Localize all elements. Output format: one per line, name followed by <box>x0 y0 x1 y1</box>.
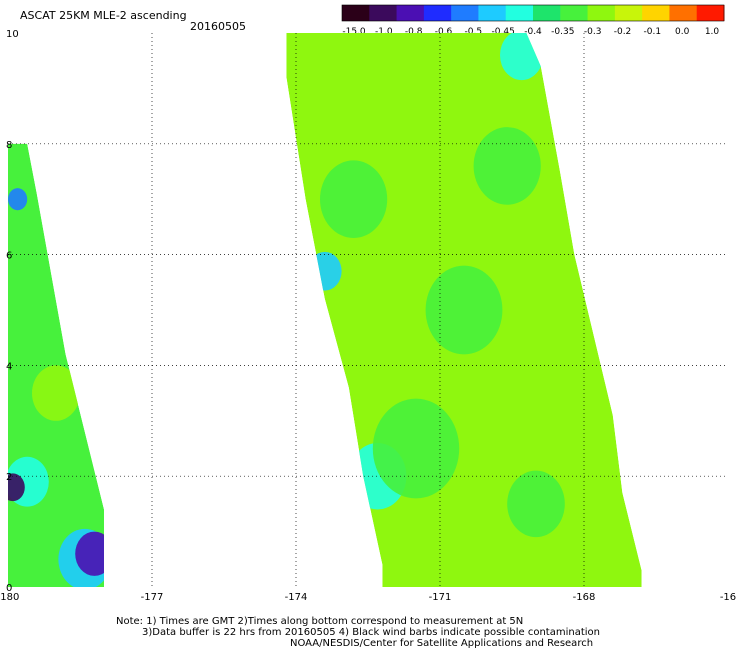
x-tick-label: -171 <box>429 592 452 600</box>
colorbar-swatch <box>478 5 507 21</box>
x-tick-label: -180 <box>0 592 19 600</box>
colorbar-swatch <box>369 5 398 21</box>
wind-cell <box>8 188 28 211</box>
colorbar-swatch <box>396 5 425 21</box>
colorbar-swatch <box>642 5 670 21</box>
colorbar-label: -0.3 <box>584 27 602 37</box>
wind-swaths <box>8 33 642 587</box>
colorbar-swatch <box>505 5 534 21</box>
colorbar-swatches <box>341 4 725 22</box>
colorbar-swatch <box>614 5 643 21</box>
east-swath <box>286 33 642 587</box>
note-line-3: NOAA/NESDIS/Center for Satellite Applica… <box>290 638 594 649</box>
wind-cell <box>320 160 388 238</box>
y-tick-label: 6 <box>6 251 12 262</box>
lat-lon-grid <box>8 33 728 587</box>
x-tick-label: -177 <box>141 592 164 600</box>
y-tick-label: 8 <box>6 140 12 151</box>
west-swath <box>8 143 104 587</box>
wind-cell <box>372 398 460 499</box>
wind-cell <box>308 251 342 291</box>
x-tick-label: -16 <box>720 592 736 600</box>
colorbar-swatch <box>342 5 370 21</box>
colorbar-label: -1.0 <box>375 27 393 37</box>
footnotes: Note: 1) Times are GMT 2)Times along bot… <box>0 612 740 650</box>
colorbar-label: -0.5 <box>465 27 483 37</box>
colorbar-label: -0.8 <box>405 27 423 37</box>
x-tick-label: -174 <box>285 592 308 600</box>
note-line-2: 3)Data buffer is 22 hrs from 20160505 4)… <box>142 627 600 638</box>
wind-cell <box>507 470 565 538</box>
note-line-1: Note: 1) Times are GMT 2)Times along bot… <box>116 616 524 627</box>
y-tick-label: 0 <box>6 583 12 594</box>
colorbar-labels: -15.0 -1.0 -0.8 -0.6 -0.5 -0.45 -0.4 -0.35 -0.3 -… <box>342 27 719 37</box>
map-date: 20160505 <box>190 20 246 33</box>
x-tick-label: -168 <box>573 592 596 600</box>
wind-cell <box>8 473 25 502</box>
wind-cell <box>473 127 541 205</box>
colorbar-swatch <box>423 5 452 21</box>
colorbar-swatch <box>560 5 589 21</box>
axis-ticks: -180 -177 -174 -171 -168 -16 10 8 6 4 2 0 <box>0 29 736 600</box>
y-tick-label: 4 <box>6 361 12 372</box>
colorbar-label: -0.2 <box>614 27 632 37</box>
colorbar-swatch <box>533 5 561 21</box>
colorbar-label: -15.0 <box>342 27 366 37</box>
colorbar-label: -0.1 <box>644 27 662 37</box>
colorbar: -15.0 -1.0 -0.8 -0.6 -0.5 -0.45 -0.4 -0.35 -0.3 -… <box>341 4 725 37</box>
colorbar-swatch <box>669 5 698 21</box>
y-tick-label: 10 <box>6 29 19 40</box>
wind-cell <box>499 33 544 81</box>
colorbar-label: -0.45 <box>492 27 515 37</box>
colorbar-label: -0.6 <box>435 27 453 37</box>
colorbar-label: 1.0 <box>705 27 720 37</box>
colorbar-label: -0.4 <box>524 27 542 37</box>
colorbar-border <box>341 4 725 22</box>
colorbar-swatch <box>587 5 616 21</box>
colorbar-label: 0.0 <box>675 27 690 37</box>
wind-cell <box>75 531 104 576</box>
y-tick-label: 2 <box>6 472 12 483</box>
wind-cell <box>425 265 503 355</box>
map-title: ASCAT 25KM MLE-2 ascending <box>20 9 187 22</box>
wind-cell <box>32 365 80 421</box>
colorbar-label: -0.35 <box>551 27 574 37</box>
colorbar-swatch <box>696 5 725 21</box>
colorbar-swatch <box>451 5 479 21</box>
